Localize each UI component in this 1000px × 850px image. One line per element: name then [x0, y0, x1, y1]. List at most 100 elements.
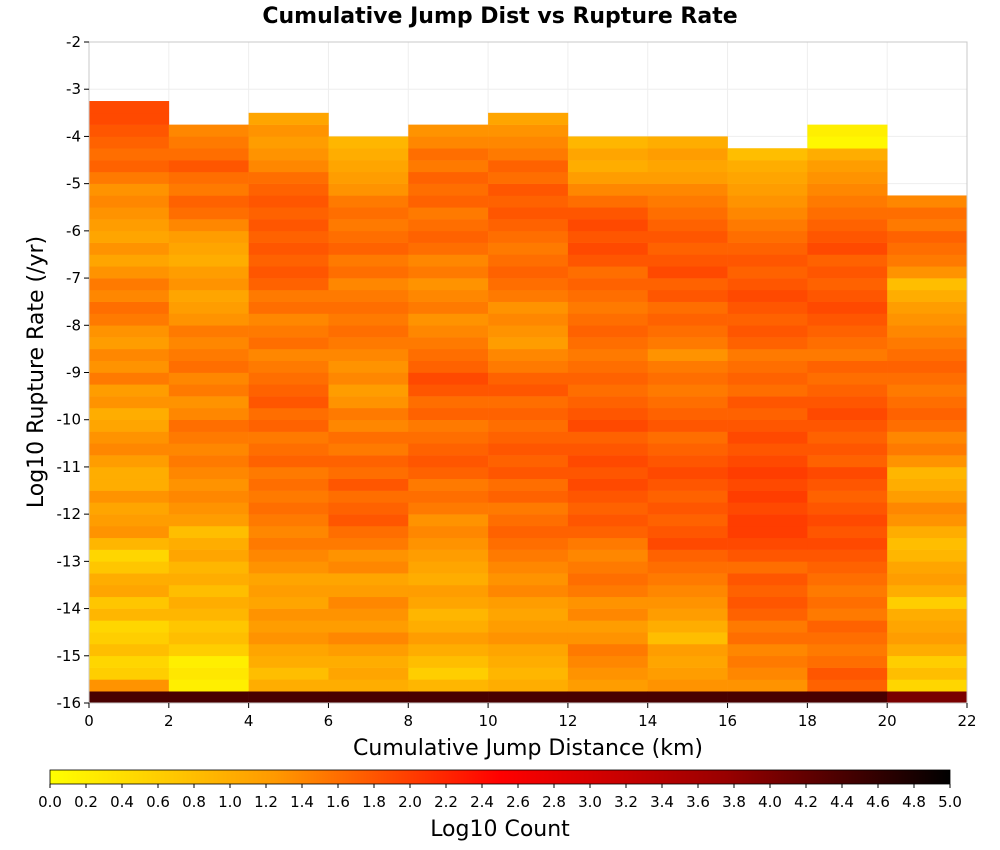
x-tick-label: 10 [479, 712, 498, 730]
heatmap-cell [168, 348, 249, 361]
heatmap-cell [248, 620, 329, 633]
heatmap-cell [89, 171, 170, 184]
heatmap-cell [328, 183, 409, 196]
heatmap-cell [887, 514, 968, 527]
heatmap-cell [408, 207, 489, 220]
heatmap-cell [408, 431, 489, 444]
x-tick-label: 2 [164, 712, 174, 730]
heatmap-cell [887, 655, 968, 668]
heatmap-cell [328, 419, 409, 432]
colorbar-tick-label: 4.2 [794, 793, 818, 811]
heatmap-cell [89, 549, 170, 562]
heatmap-cell [727, 573, 808, 586]
heatmap-cell [807, 372, 888, 385]
heatmap-cell [647, 502, 728, 515]
y-tick-label: -7 [66, 269, 81, 287]
colorbar-tick-label: 1.0 [218, 793, 242, 811]
heatmap-cell [89, 242, 170, 255]
heatmap-cell [89, 608, 170, 621]
heatmap-cell [488, 561, 569, 574]
heatmap-cell [887, 549, 968, 562]
heatmap-cell [408, 278, 489, 291]
heatmap-cell [488, 632, 569, 645]
heatmap-cell [168, 573, 249, 586]
heatmap-cell [488, 490, 569, 503]
heatmap-cell [89, 419, 170, 432]
heatmap-cell [328, 632, 409, 645]
x-tick-label: 6 [324, 712, 334, 730]
heatmap-cell [727, 691, 808, 704]
heatmap-cell [727, 396, 808, 409]
heatmap-cell [168, 502, 249, 515]
heatmap-cell [807, 195, 888, 208]
heatmap-cell [248, 384, 329, 397]
colorbar-tick-label: 0.2 [74, 793, 98, 811]
heatmap-cell [328, 455, 409, 468]
heatmap-cell [168, 596, 249, 609]
heatmap-cell [727, 514, 808, 527]
heatmap-cell [887, 643, 968, 657]
colorbar-tick-label: 2.4 [470, 793, 494, 811]
heatmap-cell [488, 620, 569, 633]
heatmap-cell [408, 136, 489, 149]
heatmap-cell [807, 289, 888, 302]
heatmap-cell [488, 301, 569, 314]
heatmap-cell [807, 443, 888, 456]
heatmap-cell [248, 443, 329, 456]
heatmap-cell [807, 419, 888, 432]
heatmap-cell [807, 466, 888, 480]
heatmap-cell [168, 632, 249, 645]
heatmap-cell [89, 230, 170, 243]
heatmap-cell [328, 254, 409, 267]
heatmap-cell [567, 455, 649, 468]
heatmap-cell [887, 301, 968, 314]
heatmap-cell [567, 396, 649, 409]
heatmap-cell [328, 655, 409, 668]
heatmap-cell [248, 266, 329, 279]
heatmap-cell [488, 207, 569, 220]
heatmap-cell [488, 525, 569, 539]
heatmap-cell [488, 148, 569, 161]
heatmap-cell [727, 667, 808, 680]
heatmap-cell [408, 242, 489, 255]
heatmap-cell [887, 466, 968, 480]
heatmap-cell [488, 514, 569, 527]
heatmap-cell [807, 431, 888, 444]
heatmap-cell [89, 183, 170, 196]
y-tick-label: -6 [66, 222, 81, 240]
heatmap-cell [408, 313, 489, 326]
heatmap-cell [647, 242, 728, 255]
heatmap-cell [168, 549, 249, 562]
heatmap-cell [887, 490, 968, 503]
heatmap-cell [168, 407, 249, 421]
heatmap-cell [248, 207, 329, 220]
heatmap-cell [328, 667, 409, 680]
colorbar-tick-label: 0.6 [146, 793, 170, 811]
heatmap-cell [727, 313, 808, 326]
heatmap-cell [89, 384, 170, 397]
heatmap-cell [408, 525, 489, 539]
heatmap-cell [168, 655, 249, 668]
heatmap-cell [89, 643, 170, 657]
heatmap-cell [887, 667, 968, 680]
heatmap-cell [727, 325, 808, 338]
heatmap-cell [328, 608, 409, 621]
heatmap-cell [567, 278, 649, 291]
heatmap-cell [807, 230, 888, 243]
heatmap-cell [168, 490, 249, 503]
heatmap-cell [248, 561, 329, 574]
heatmap-cell [248, 124, 329, 137]
heatmap-cell [168, 219, 249, 232]
heatmap-cell [887, 337, 968, 350]
heatmap-cell [887, 254, 968, 267]
heatmap-cell [567, 407, 649, 421]
heatmap-cell [647, 419, 728, 432]
heatmap-cell [807, 632, 888, 645]
heatmap-cell [328, 278, 409, 291]
heatmap-cell [488, 183, 569, 196]
heatmap-cell [567, 301, 649, 314]
y-axis: -2 -3 -4 -5 -6 -7 -8 -9 -10 -11 -12 -13 -14 -15 -16 [57, 33, 89, 712]
heatmap-cell [328, 490, 409, 503]
heatmap-cell [727, 195, 808, 208]
heatmap-cells [89, 101, 968, 704]
